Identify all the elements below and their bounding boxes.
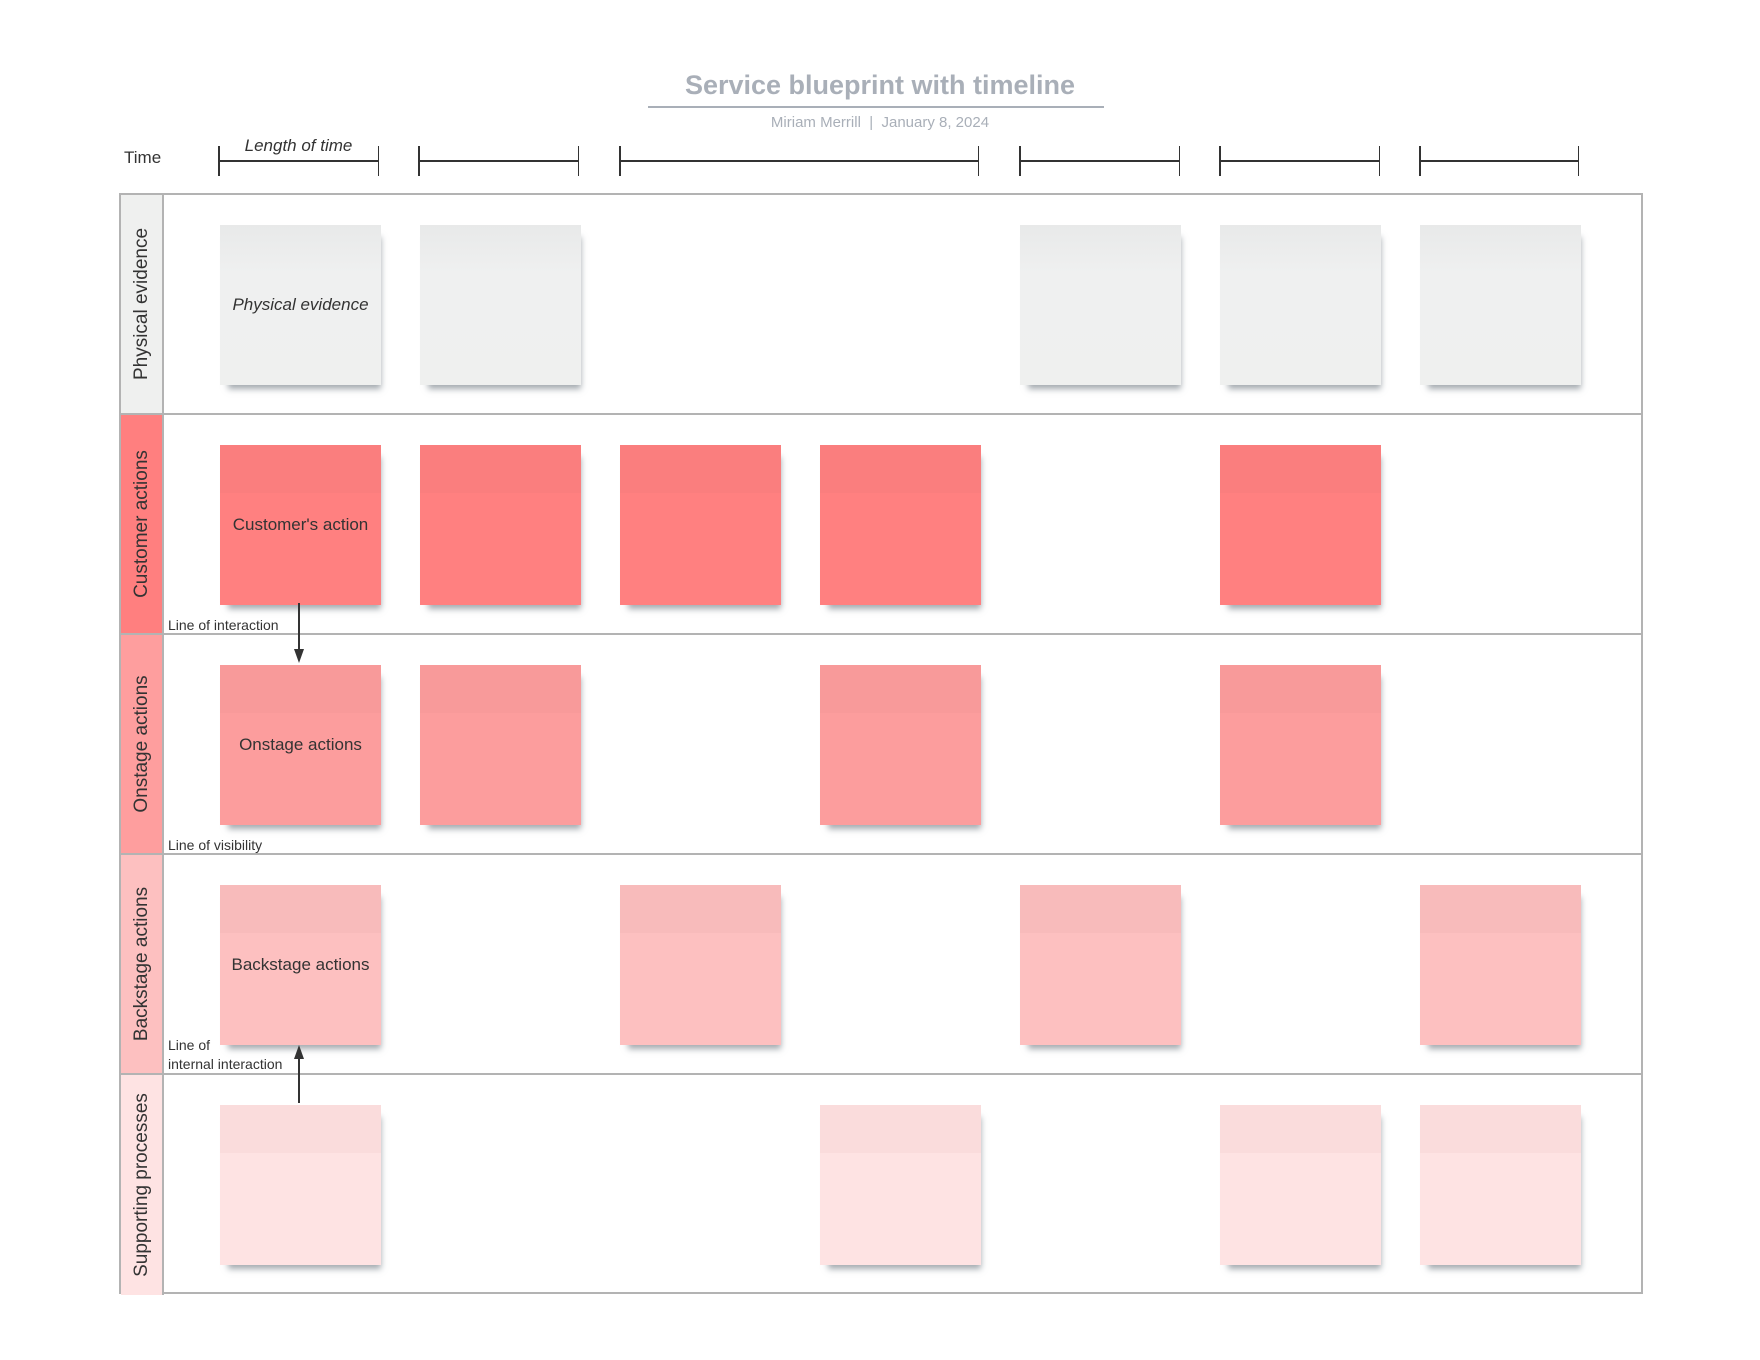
sticky-note[interactable]: [1020, 885, 1181, 1045]
line-of-internal-interaction-label-1: Line of: [168, 1037, 211, 1053]
time-span-bracket: [418, 146, 579, 176]
sticky-note[interactable]: [1020, 225, 1181, 385]
bracket-tick: [1577, 146, 1579, 176]
time-span-bracket: [1419, 146, 1579, 176]
time-span-bracket: Length of time: [218, 136, 379, 176]
sticky-note[interactable]: [1220, 445, 1381, 605]
swimlane-label: Customer actions: [130, 450, 152, 598]
line-of-interaction-label: Line of interaction: [168, 617, 279, 633]
sticky-note-text: Customer's action: [232, 515, 369, 534]
bracket-tick: [1419, 146, 1421, 176]
swimlane-header: Customer actions: [121, 415, 164, 633]
bracket-line: [418, 160, 579, 162]
sticky-note[interactable]: [620, 445, 781, 605]
sticky-note[interactable]: [1220, 225, 1381, 385]
swimlane-backstage-actions: Backstage actions Backstage actions: [121, 855, 1641, 1075]
time-span-bracket: [619, 146, 979, 176]
bracket-line: [218, 160, 379, 162]
time-span-bracket: [1019, 146, 1180, 176]
swimlane-header: Physical evidence: [121, 195, 164, 413]
bracket-tick: [977, 146, 979, 176]
sticky-note[interactable]: [820, 1105, 981, 1265]
sticky-note[interactable]: Customer's action: [220, 445, 381, 605]
diagram-title: Service blueprint with timeline: [684, 70, 1076, 100]
bracket-label: Length of time: [244, 136, 353, 155]
bracket-tick: [619, 146, 621, 176]
swimlane-label: Supporting processes: [130, 1093, 152, 1277]
sticky-note[interactable]: [420, 445, 581, 605]
bracket-tick: [577, 146, 579, 176]
diagram-subtitle: Miriam Merrill | January 8, 2024: [770, 114, 990, 131]
bracket-tick: [1019, 146, 1021, 176]
sticky-note-text: Physical evidence: [232, 295, 369, 314]
sticky-note[interactable]: [1220, 665, 1381, 825]
sticky-note[interactable]: Onstage actions: [220, 665, 381, 825]
line-of-visibility-label: Line of visibility: [168, 837, 263, 853]
sticky-note-text: Onstage actions: [239, 735, 362, 754]
swimlane-header: Supporting processes: [121, 1075, 164, 1295]
swimlane-physical-evidence: Physical evidence Physical evidence: [121, 195, 1641, 415]
sticky-note-text: Backstage actions: [231, 955, 370, 974]
arrow-down-icon: [294, 649, 304, 663]
sticky-note[interactable]: Physical evidence: [220, 225, 381, 385]
time-span-bracket: [1219, 146, 1380, 176]
sticky-note[interactable]: [820, 665, 981, 825]
bracket-tick: [1378, 146, 1380, 176]
internal-interaction-arrow-line: [298, 1058, 300, 1103]
bracket-line: [1419, 160, 1579, 162]
swimlane-label: Backstage actions: [130, 886, 152, 1042]
swimlane-label: Physical evidence: [130, 227, 152, 381]
sticky-note[interactable]: [1220, 1105, 1381, 1265]
sticky-note[interactable]: [220, 1105, 381, 1265]
swimlane-onstage-actions: Onstage actions Onstage actions: [121, 635, 1641, 855]
bracket-tick: [418, 146, 420, 176]
sticky-note[interactable]: [420, 225, 581, 385]
bracket-line: [1219, 160, 1380, 162]
swimlane-customer-actions: Customer actions Customer's action: [121, 415, 1641, 635]
title-underline: [648, 106, 1104, 108]
sticky-note[interactable]: Backstage actions: [220, 885, 381, 1045]
sticky-note[interactable]: [1420, 885, 1581, 1045]
sticky-note[interactable]: [1420, 1105, 1581, 1265]
sticky-note[interactable]: [820, 445, 981, 605]
swimlane-header: Backstage actions: [121, 855, 164, 1073]
bracket-tick: [218, 146, 220, 176]
sticky-note[interactable]: [620, 885, 781, 1045]
bracket-tick: [1219, 146, 1221, 176]
interaction-arrow-line: [298, 603, 300, 651]
swimlane-supporting-processes: Supporting processes: [121, 1075, 1641, 1295]
time-axis-label: Time: [124, 148, 162, 167]
bracket-line: [619, 160, 979, 162]
sticky-note[interactable]: [1420, 225, 1581, 385]
arrow-up-icon: [294, 1045, 304, 1059]
bracket-tick: [1178, 146, 1180, 176]
swimlane-header: Onstage actions: [121, 635, 164, 853]
bracket-line: [1019, 160, 1180, 162]
blueprint-table: Physical evidence Physical evidence Custom…: [119, 193, 1643, 1295]
bracket-tick: [377, 146, 379, 176]
sticky-note[interactable]: [420, 665, 581, 825]
swimlane-label: Onstage actions: [130, 675, 152, 813]
line-of-internal-interaction-label-2: internal interaction: [168, 1056, 283, 1072]
